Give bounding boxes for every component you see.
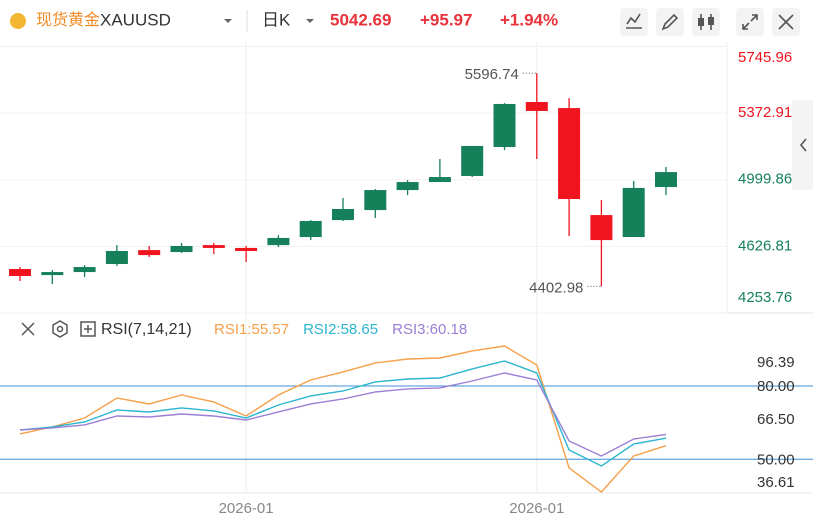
y-tick-label: 4253.76 [738,289,792,306]
candle-body [267,237,290,246]
candle-body [138,250,161,256]
y-tick-label: 4626.81 [738,237,792,254]
change-pct: +1.94% [500,10,558,29]
y-tick-label: 50.00 [757,451,795,468]
max-label: 5596.74 [465,66,519,83]
candle-body [590,215,613,241]
y-tick-label: 4999.86 [738,171,792,188]
legend-entry: RSI2:58.65 [303,321,378,338]
price: 5042.69 [330,10,391,29]
candle-body [622,187,645,238]
y-tick-label: 5372.91 [738,104,792,121]
dropdown-arrow[interactable] [224,19,232,23]
x-tick-label: 2026-01 [509,500,564,517]
candle-body [396,182,419,191]
y-tick-label: 5745.96 [738,49,792,66]
chart-type-icon[interactable] [698,18,704,26]
y-tick-label: 96.39 [757,354,795,371]
rsi-line [19,360,667,467]
legend-entry: RSI1:55.57 [214,321,289,338]
y-tick-label: 36.61 [757,474,795,491]
rsi-line [19,372,667,457]
candle-body [493,103,516,148]
candle-body [41,272,64,276]
candle-body [299,220,322,238]
chart-type-icon[interactable] [708,17,714,25]
add-indicator[interactable] [80,321,96,337]
min-label: 4402.98 [529,279,583,296]
close-icon[interactable] [778,14,794,30]
candle-body [73,267,96,273]
candle-body [558,108,581,200]
y-tick-label: 80.00 [757,378,795,395]
candle-body [332,209,354,221]
instrument-name[interactable]: 现货黄金 [36,11,100,29]
candle-body [525,102,548,111]
change: +95.97 [420,10,472,29]
rsi-line [19,345,667,493]
draw-button[interactable] [656,8,684,36]
side-toggle-icon[interactable] [799,138,807,152]
candle-body [428,177,451,183]
indicator-icon[interactable] [626,13,642,29]
remove-indicator[interactable] [21,322,35,336]
fullscreen-button[interactable] [736,8,764,36]
x-tick-label: 2026-01 [219,500,274,517]
fullscreen-icon[interactable] [742,14,758,30]
settings-icon[interactable] [52,320,68,338]
candle-body [461,145,484,176]
candle-body [170,245,193,253]
settings-icon[interactable] [56,325,64,333]
candle-body [202,245,225,248]
candle-body [364,190,387,211]
candle-body [235,247,258,251]
legend-entry: RSI3:60.18 [392,321,467,338]
candle-body [9,269,31,276]
candle-body [105,250,128,265]
period[interactable]: 日K [262,10,291,29]
chart-type-button[interactable] [692,8,720,36]
gold-icon [10,13,26,29]
add-indicator[interactable] [84,325,92,333]
draw-icon[interactable] [661,13,679,31]
dropdown-arrow[interactable] [306,19,314,23]
symbol[interactable]: XAUUSD [100,10,171,29]
side-toggle[interactable] [792,100,813,190]
candle-body [655,172,677,188]
y-tick-label: 66.50 [757,411,795,428]
indicator-title: RSI(7,14,21) [101,321,192,338]
